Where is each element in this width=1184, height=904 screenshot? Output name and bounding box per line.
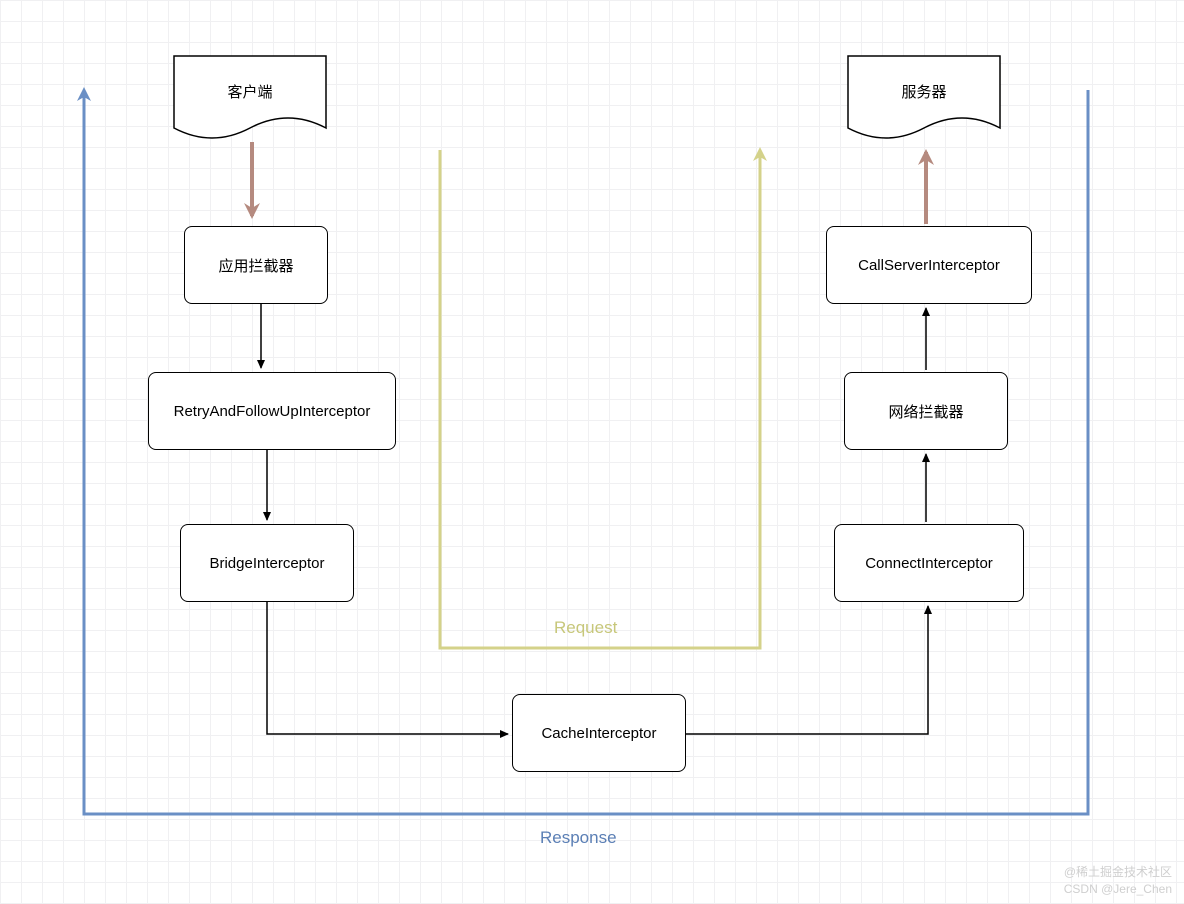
app-interceptor-label: 应用拦截器: [218, 255, 293, 276]
response-label: Response: [540, 828, 617, 848]
request-label: Request: [554, 618, 617, 638]
retry-node: RetryAndFollowUpInterceptor: [148, 372, 396, 450]
bridge-label: BridgeInterceptor: [209, 555, 324, 572]
client-node: 客户端: [174, 56, 326, 126]
server-label: 服务器: [901, 81, 946, 102]
server-node: 服务器: [848, 56, 1000, 126]
request-path: [440, 150, 760, 648]
connect-node: ConnectInterceptor: [834, 524, 1024, 602]
callserver-node: CallServerInterceptor: [826, 226, 1032, 304]
connect-label: ConnectInterceptor: [865, 555, 993, 572]
app-interceptor-node: 应用拦截器: [184, 226, 328, 304]
retry-label: RetryAndFollowUpInterceptor: [174, 403, 371, 420]
bridge-node: BridgeInterceptor: [180, 524, 354, 602]
edge-bridge-cache: [267, 602, 508, 734]
callserver-label: CallServerInterceptor: [858, 257, 1000, 274]
edge-cache-connect: [686, 606, 928, 734]
cache-node: CacheInterceptor: [512, 694, 686, 772]
watermark-line2: CSDN @Jere_Chen: [1064, 881, 1172, 898]
net-interceptor-node: 网络拦截器: [844, 372, 1008, 450]
watermark: @稀土掘金技术社区 CSDN @Jere_Chen: [1064, 864, 1172, 898]
watermark-line1: @稀土掘金技术社区: [1064, 864, 1172, 881]
client-label: 客户端: [227, 81, 272, 102]
net-interceptor-label: 网络拦截器: [888, 401, 963, 422]
cache-label: CacheInterceptor: [541, 725, 656, 742]
